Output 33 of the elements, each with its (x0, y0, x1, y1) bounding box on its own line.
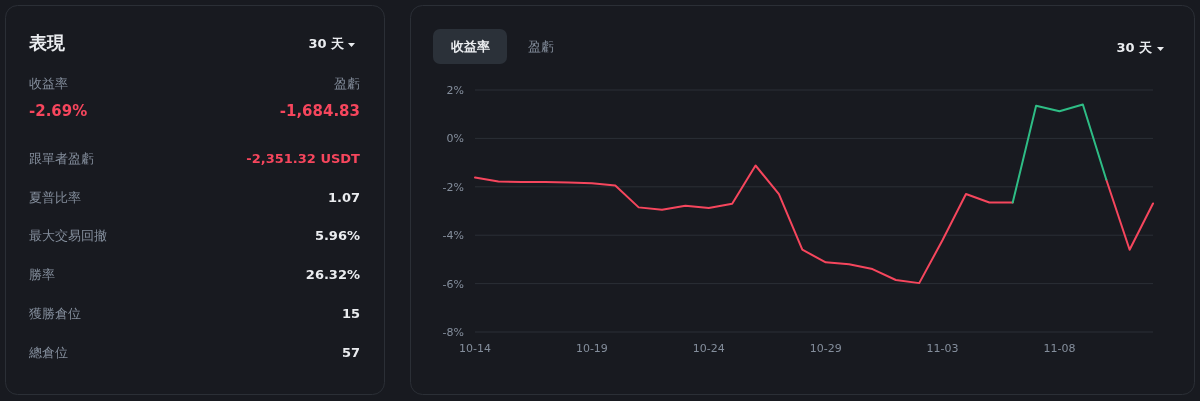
text: 勝率 (29, 267, 55, 283)
text: 盈虧 (334, 76, 360, 91)
y-tick-label: -2% (442, 180, 464, 194)
text: 30 天 (1116, 40, 1153, 55)
text: 5.96% (314, 228, 360, 244)
y-tick-label: -6% (442, 277, 464, 291)
text: 15 (341, 305, 360, 321)
text: -2,351.32 USDT (246, 151, 361, 166)
text: 總倉位 (28, 344, 68, 360)
y-tick-label: 2% (446, 84, 464, 97)
text: 57 (341, 344, 360, 360)
x-tick-label: 10-24 (692, 342, 725, 355)
y-tick-label: -8% (442, 326, 464, 339)
text: 盈虧 (528, 39, 554, 54)
text: -2.69% (29, 102, 88, 120)
text: 跟單者盈虧 (29, 151, 94, 166)
text: 收益率 (450, 39, 490, 54)
text: 獲勝倉位 (29, 305, 81, 321)
text: 1.07 (327, 189, 360, 205)
x-tick-label: 10-19 (575, 342, 608, 355)
text: 26.32% (305, 267, 360, 283)
text: 夏普比率 (29, 189, 81, 205)
text: 最大交易回撤 (29, 228, 107, 244)
x-tick-label: 11-03 (926, 342, 959, 355)
text: 表現 (28, 32, 66, 53)
text: 收益率 (29, 76, 68, 91)
text: -1,684.83 (279, 102, 360, 120)
y-tick-label: 0% (446, 132, 464, 146)
x-tick-label: 10-14 (459, 342, 491, 355)
x-tick-label: 11-08 (1043, 342, 1076, 355)
text: 30 天 (308, 36, 345, 51)
x-tick-label: 10-29 (809, 342, 842, 355)
y-tick-label: -4% (442, 229, 464, 243)
